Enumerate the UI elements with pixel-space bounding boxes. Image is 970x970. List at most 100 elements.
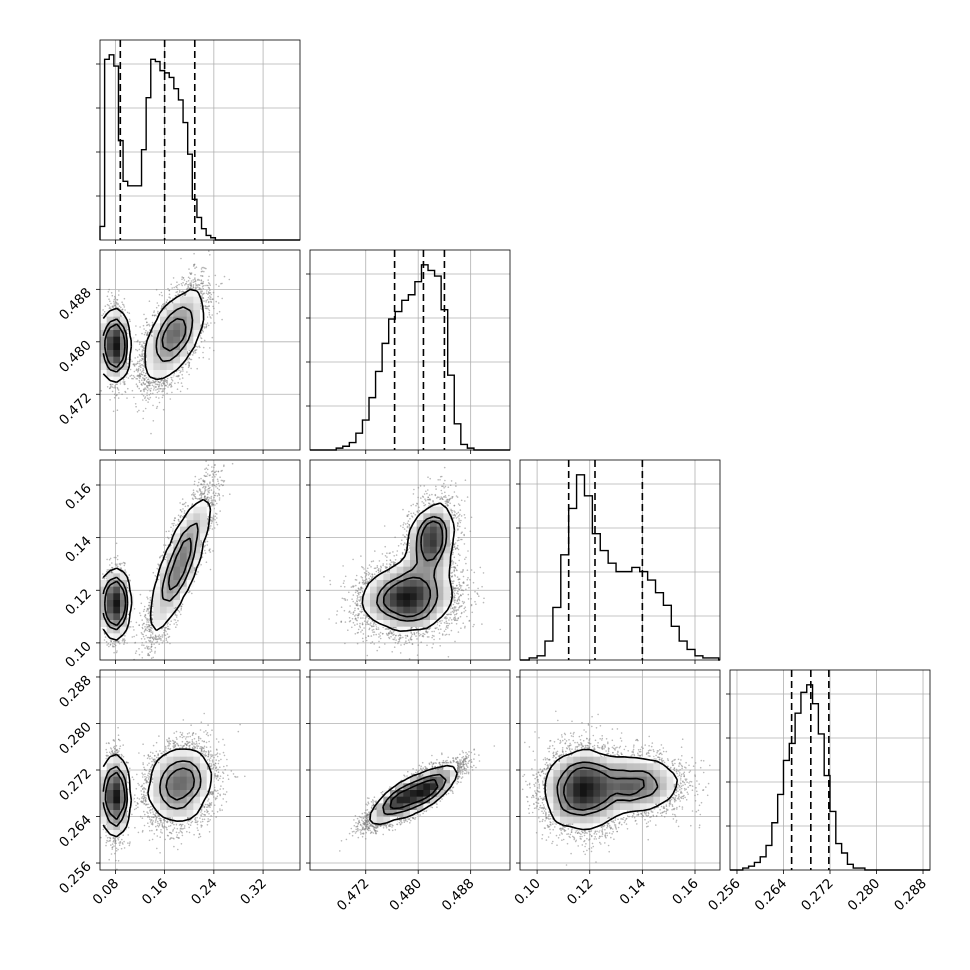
scatter-point	[150, 629, 152, 632]
scatter-point	[124, 569, 126, 571]
density-cell	[436, 613, 444, 621]
scatter-point	[389, 825, 391, 827]
scatter-point	[393, 646, 396, 648]
scatter-point	[446, 625, 448, 627]
density-cell	[193, 796, 201, 804]
scatter-point	[210, 489, 213, 491]
scatter-point	[354, 591, 357, 594]
scatter-point	[210, 804, 212, 807]
scatter-point	[454, 589, 456, 592]
scatter-point	[144, 626, 146, 628]
scatter-point	[371, 641, 374, 643]
scatter-point	[382, 563, 385, 565]
scatter-point	[455, 623, 458, 625]
scatter-point	[499, 628, 502, 631]
scatter-point	[440, 496, 443, 498]
scatter-point	[452, 551, 454, 554]
joint-panel-0-3	[99, 669, 301, 871]
density-cell	[173, 350, 181, 358]
scatter-point	[365, 572, 367, 575]
scatter-point	[148, 825, 150, 828]
scatter-point	[203, 712, 205, 715]
scatter-point	[455, 485, 457, 487]
scatter-point	[217, 762, 220, 765]
scatter-point	[215, 300, 217, 303]
scatter-point	[392, 824, 394, 827]
scatter-point	[359, 605, 361, 607]
scatter-point	[425, 766, 427, 769]
scatter-point	[174, 517, 176, 519]
scatter-point	[106, 569, 109, 571]
density-cell	[186, 316, 194, 324]
density-cell	[200, 500, 208, 508]
scatter-point	[457, 516, 459, 518]
scatter-point	[463, 601, 466, 603]
density-cell	[100, 776, 108, 784]
scatter-point	[196, 346, 199, 348]
scatter-point	[156, 820, 159, 823]
scatter-point	[140, 790, 142, 792]
scatter-point	[134, 363, 136, 365]
density-cell	[160, 783, 168, 791]
scatter-point	[156, 640, 159, 643]
scatter-point	[123, 562, 126, 564]
density-cell	[193, 310, 201, 318]
density-cell	[396, 600, 404, 608]
scatter-point	[115, 306, 118, 308]
scatter-point	[180, 827, 182, 829]
density-cell	[443, 580, 451, 588]
scatter-point	[340, 621, 342, 623]
scatter-point	[128, 842, 131, 845]
scatter-point	[207, 818, 209, 820]
scatter-point	[368, 825, 371, 827]
density-cell	[120, 770, 128, 778]
density-cell	[200, 776, 208, 784]
density-cell	[166, 593, 174, 601]
density-cell	[106, 776, 114, 784]
density-cell	[423, 540, 431, 548]
scatter-point	[123, 381, 126, 383]
scatter-point	[200, 290, 202, 292]
scatter-point	[201, 813, 203, 815]
density-cell	[106, 363, 114, 371]
density-cell	[113, 620, 121, 628]
scatter-point	[152, 752, 154, 754]
scatter-point	[447, 613, 449, 616]
scatter-point	[157, 822, 159, 825]
density-cell	[403, 600, 411, 608]
scatter-point	[457, 602, 459, 605]
scatter-point	[365, 825, 367, 827]
scatter-point	[378, 560, 381, 562]
scatter-point	[363, 614, 365, 616]
scatter-point	[344, 575, 347, 578]
scatter-point	[150, 780, 153, 783]
scatter-point	[457, 544, 459, 547]
scatter-point	[147, 621, 150, 623]
scatter-point	[445, 793, 448, 796]
contour-outer	[102, 498, 212, 641]
histogram-step-series	[520, 474, 720, 661]
scatter-point	[113, 298, 116, 301]
density-cell	[193, 330, 201, 338]
scatter-point	[156, 383, 159, 386]
scatter-point	[151, 334, 153, 337]
scatter-point	[339, 850, 341, 852]
scatter-point	[431, 493, 433, 496]
scatter-point	[134, 403, 137, 405]
scatter-point	[147, 778, 150, 780]
scatter-point	[177, 381, 179, 384]
scatter-point	[412, 768, 414, 770]
scatter-point	[140, 373, 143, 375]
scatter-point	[213, 786, 216, 789]
scatter-point	[138, 784, 140, 786]
scatter-point	[203, 339, 206, 342]
scatter-point	[444, 502, 447, 505]
density-cell	[166, 790, 174, 798]
scatter-point	[156, 567, 158, 570]
scatter-point	[181, 736, 184, 739]
density-cell	[160, 803, 168, 811]
density-cell	[160, 316, 168, 324]
scatter-point	[380, 565, 382, 568]
scatter-point	[121, 301, 123, 304]
scatter-point	[194, 743, 196, 745]
